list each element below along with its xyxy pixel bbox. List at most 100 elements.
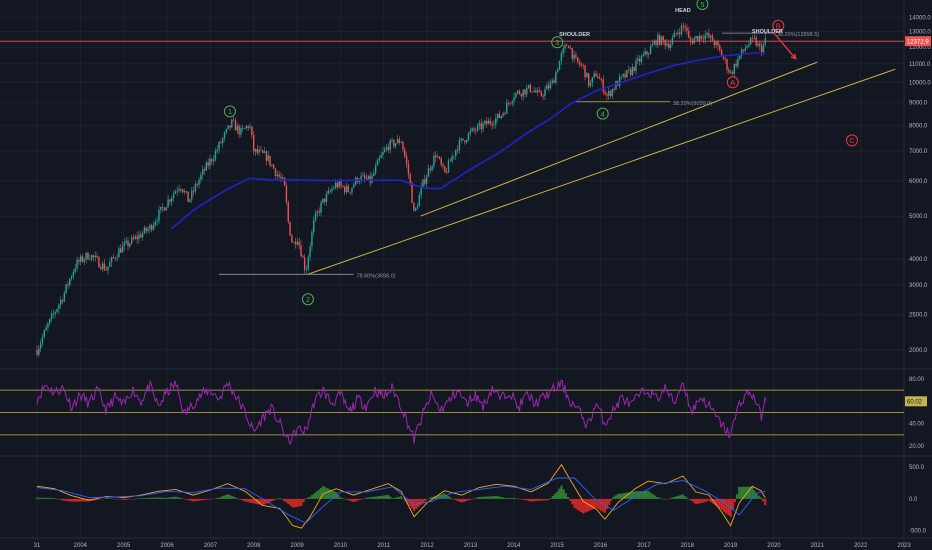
trendlines[interactable] <box>307 61 896 275</box>
candle-body <box>103 263 106 270</box>
candle-body <box>491 123 493 126</box>
candle-body <box>180 188 182 190</box>
candle-body <box>407 163 410 175</box>
candle-body <box>728 69 730 73</box>
macd-histogram-bar <box>597 498 600 510</box>
macd-histogram-bar <box>146 497 149 499</box>
macd-histogram-bar <box>252 498 255 504</box>
macd-histogram-bar <box>610 498 613 501</box>
candle-body <box>231 119 233 128</box>
candle-body <box>465 140 468 143</box>
macd-histogram-bar <box>549 498 552 499</box>
candle-body <box>353 184 355 188</box>
macd-histogram-bar <box>655 497 659 499</box>
projection-arrow[interactable] <box>773 32 797 60</box>
candle-body <box>322 198 324 203</box>
macd-axis[interactable]: 500.0 0.0 -500.0 <box>909 465 927 534</box>
candle-body <box>540 91 543 96</box>
trendline <box>420 61 818 217</box>
pattern-annotations[interactable]: SHOULDER HEAD SHOULDER <box>559 8 783 38</box>
candle-body <box>424 179 426 184</box>
candle-body <box>232 119 235 121</box>
elliott-wave-labels[interactable]: 1 2 3 4 5 A B C <box>223 0 858 306</box>
candle-body <box>313 220 315 232</box>
macd-histogram-bar <box>139 498 143 499</box>
candle-body <box>311 231 313 247</box>
macd-histogram-bar <box>259 498 262 505</box>
macd-histogram-bar <box>191 498 195 502</box>
candle-body <box>699 35 701 41</box>
macd-histogram-bar <box>174 496 177 499</box>
macd-histogram-bar <box>657 497 661 499</box>
price-tick-label: 12000.0 <box>909 45 931 51</box>
fibonacci-levels[interactable]: 78.60%(3698.0) 38.20%(9039.0) 38.20%(12898… <box>219 32 819 279</box>
candle-body <box>158 209 160 221</box>
candle-body <box>509 103 512 105</box>
candle-body <box>242 128 244 129</box>
candle-body <box>606 93 608 96</box>
candle-body <box>100 267 102 270</box>
candle-body <box>79 256 82 262</box>
macd-histogram-bar <box>46 497 49 499</box>
macd-panel[interactable] <box>35 463 767 529</box>
macd-histogram-bar <box>81 498 84 502</box>
candle-body <box>391 139 393 141</box>
macd-histogram-bar <box>200 498 203 501</box>
rsi-panel[interactable] <box>0 379 904 445</box>
candle-body <box>507 102 510 104</box>
candle-body <box>183 191 186 193</box>
time-axis[interactable]: 31 2004 2005 2006 2007 2008 2009 2010 2011 2012 20… <box>34 543 912 549</box>
macd-histogram-bar <box>85 498 88 502</box>
candle-body <box>467 133 470 141</box>
macd-histogram-bar <box>642 491 645 499</box>
macd-histogram-bar <box>681 494 685 499</box>
candle-body <box>174 191 177 194</box>
macd-histogram-bar <box>462 498 466 502</box>
macd-histogram-bar <box>378 496 381 499</box>
candle-body <box>633 66 635 71</box>
candle-body <box>726 59 728 70</box>
candle-body <box>578 61 581 65</box>
macd-histogram-bar <box>677 495 680 499</box>
macd-histogram-bar <box>317 489 320 499</box>
candle-body <box>489 120 492 124</box>
candle-body <box>238 125 240 135</box>
macd-histogram-bar <box>98 498 101 500</box>
macd-histogram-bar <box>70 498 73 502</box>
macd-histogram-bar <box>582 498 585 514</box>
candle-body <box>420 186 422 196</box>
candle-body <box>289 221 291 236</box>
macd-histogram-bar <box>575 498 578 510</box>
candle-body <box>679 32 681 35</box>
macd-histogram-bar <box>35 497 39 499</box>
candlestick-series[interactable] <box>36 22 766 358</box>
macd-histogram-bar <box>250 498 253 503</box>
candle-body <box>212 159 215 162</box>
price-panel[interactable]: 78.60%(3698.0) 38.20%(9039.0) 38.20%(12898… <box>0 0 904 358</box>
candle-body <box>471 128 473 131</box>
macd-histogram-bar <box>475 497 479 499</box>
candle-body <box>72 271 75 277</box>
candle-body <box>234 120 237 131</box>
candle-body <box>211 158 213 162</box>
candle-body <box>680 25 683 35</box>
macd-histogram-bar <box>189 498 192 501</box>
macd-histogram-bar <box>183 498 186 500</box>
candle-body <box>130 237 133 244</box>
candle-body <box>620 75 623 77</box>
candle-body <box>544 89 546 97</box>
time-tick-label: 2022 <box>854 543 868 549</box>
price-axis[interactable]: 14000.0 13000.0 12000.0 11000.0 10000.0 9000.… <box>909 15 931 354</box>
macd-histogram-bar <box>326 488 329 499</box>
macd-histogram-bar <box>94 498 97 501</box>
candle-body <box>425 176 428 184</box>
candle-body <box>227 125 229 130</box>
candle-body <box>194 184 197 192</box>
macd-histogram-bar <box>239 498 242 500</box>
candle-body <box>67 284 69 285</box>
candle-body <box>54 312 56 314</box>
candle-body <box>660 36 663 45</box>
rsi-badge-bg <box>905 396 927 407</box>
macd-histogram-bar <box>161 497 164 499</box>
